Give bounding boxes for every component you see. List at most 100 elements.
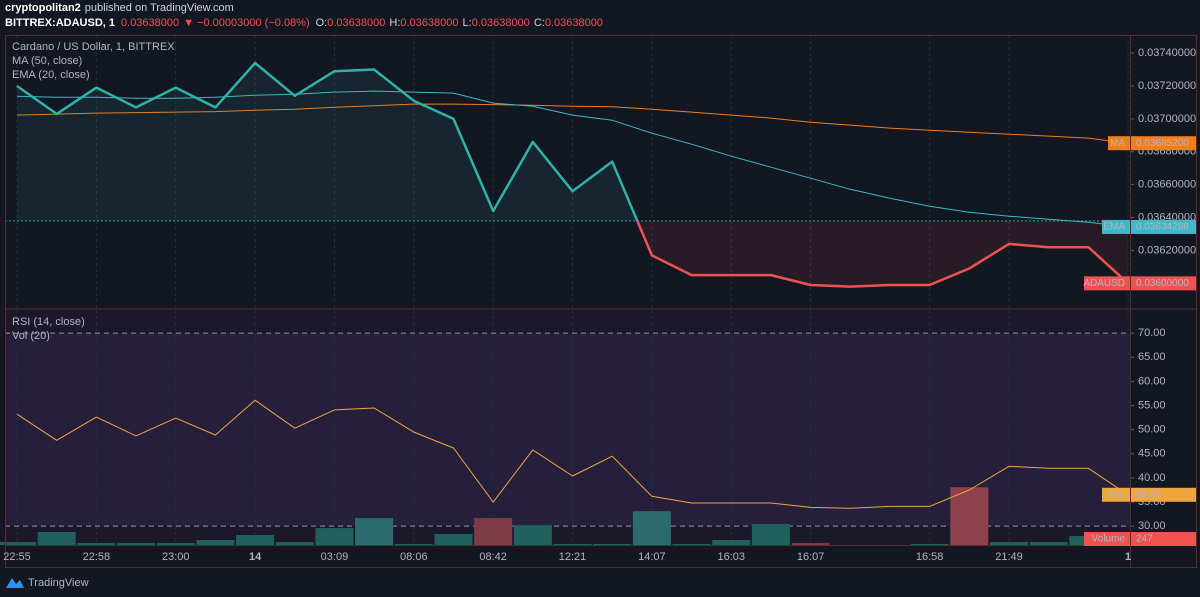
y-tick-label: 40.00: [1138, 472, 1166, 484]
volume-bar: [156, 543, 195, 545]
volume-bar: [434, 534, 473, 545]
volume-bar: [275, 541, 314, 545]
ohlc-value: 0.03638000: [327, 17, 385, 29]
volume-bar: [236, 535, 275, 545]
price-tag-value-text: 36.51: [1136, 489, 1161, 500]
volume-bar: [1029, 541, 1068, 545]
ohlc-label: H:: [389, 17, 400, 29]
price-tag-value-text: 0.03685200: [1136, 138, 1189, 149]
price-tag-value-text: 0.03634288: [1136, 222, 1189, 233]
x-tick-label: 1: [1125, 551, 1131, 563]
volume-bar: [950, 487, 989, 545]
x-tick-label: 22:55: [3, 551, 31, 563]
price-tag-value: [1131, 487, 1196, 502]
volume-bar: [77, 543, 116, 545]
x-tick-label: 16:58: [916, 551, 944, 563]
price-tag-value: [1131, 276, 1196, 291]
volume-bar: [117, 543, 156, 545]
price-tag-name: [1102, 487, 1130, 502]
volume-bar: [791, 543, 830, 545]
y-tick-label: 55.00: [1138, 399, 1166, 411]
volume-bar: [910, 543, 949, 545]
y-tick-label: 0.03620000: [1138, 244, 1196, 256]
chart-title: Cardano / US Dollar, 1, BITTREX: [12, 41, 175, 53]
price-tag-name-text: Volume: [1092, 534, 1126, 545]
price-tag-name-text: EMA: [1103, 222, 1125, 233]
price-tag-value-text: 247: [1136, 534, 1153, 545]
y-tick-label: 0.03660000: [1138, 179, 1196, 191]
x-tick-label: 14:07: [638, 551, 666, 563]
series-line: [16, 399, 1129, 509]
y-tick-label: 70.00: [1138, 327, 1166, 339]
price-tag-name: [1084, 532, 1130, 546]
volume-bar: [990, 541, 1028, 545]
volume-bar: [513, 525, 552, 545]
volume-bar: [474, 518, 513, 545]
change: ▼ −0.00003000 (−0.08%): [183, 17, 309, 29]
volume-bar: [593, 543, 632, 545]
ohlc-label: O:: [316, 17, 328, 29]
ohlc-label: C:: [534, 17, 545, 29]
volume-bar: [394, 543, 433, 545]
publisher-line: cryptopolitan2 published on TradingView.c…: [5, 2, 234, 14]
volume-bar: [0, 541, 36, 545]
legend-entry: EMA (20, close): [12, 69, 90, 81]
volume-bar: [355, 518, 394, 545]
price-tag-name: [1084, 276, 1130, 291]
legend-entry: RSI (14, close): [12, 316, 85, 328]
rsi-band: [5, 333, 1130, 527]
rsi-pane: [5, 310, 1130, 545]
price-tag-name: [1108, 136, 1130, 151]
x-tick-label: 22:58: [83, 551, 111, 563]
price-tag-value: [1131, 532, 1196, 546]
brand: TradingView: [28, 577, 89, 589]
price-tag-name-text: MA: [1110, 138, 1125, 149]
ohlc-value: 0.03638000: [400, 17, 458, 29]
x-tick-label: 21:49: [995, 551, 1023, 563]
ohlc-value: 0.03638000: [472, 17, 530, 29]
y-tick-label: 50.00: [1138, 424, 1166, 436]
logo[interactable]: TradingView: [6, 577, 89, 589]
y-tick-label: 60.00: [1138, 375, 1166, 387]
y-tick-label: 45.00: [1138, 448, 1166, 460]
x-tick-label: 16:07: [797, 551, 825, 563]
volume-bar: [553, 543, 592, 545]
volume-bar: [632, 511, 671, 545]
y-tick-label: 30.00: [1138, 520, 1166, 532]
price-area: [17, 63, 1129, 287]
user: cryptopolitan2: [5, 2, 81, 14]
x-tick-label: 08:06: [400, 551, 428, 563]
price-tag-name-text: RSI: [1108, 489, 1125, 500]
series-line: [16, 90, 1129, 228]
x-tick-label: 16:03: [717, 551, 745, 563]
logo-icon: [6, 578, 24, 588]
legend-entry: Vol (20): [12, 330, 50, 342]
volume-bar: [751, 524, 790, 545]
price-tag-name: [1102, 219, 1130, 234]
last-price: 0.03638000: [121, 17, 179, 29]
volume-bar: [712, 540, 751, 545]
x-tick-label: 08:42: [479, 551, 507, 563]
legend-entry: MA (50, close): [12, 55, 82, 67]
y-tick-label: 0.03720000: [1138, 80, 1196, 92]
symbol: BITTREX:ADAUSD, 1: [5, 17, 115, 29]
x-tick-label: 12:21: [559, 551, 587, 563]
frame: [5, 35, 1197, 568]
x-tick-label: 03:09: [321, 551, 349, 563]
volume-bar: [315, 528, 354, 545]
volume-bar: [672, 543, 711, 545]
y-tick-label: 65.00: [1138, 351, 1166, 363]
volume-bar: [37, 532, 76, 545]
volume-bar: [196, 540, 235, 545]
price-tag-value: [1131, 136, 1196, 151]
ohlc-value: 0.03638000: [545, 17, 603, 29]
series-line: [16, 61, 1129, 288]
y-tick-label: 0.03700000: [1138, 113, 1196, 125]
x-tick-label: 23:00: [162, 551, 190, 563]
ohlc-label: L:: [463, 17, 472, 29]
symbol-line: BITTREX:ADAUSD, 1 0.03638000 ▼ −0.00003000…: [5, 17, 603, 29]
published: published on TradingView.com: [85, 2, 234, 14]
price-tag-value: [1131, 219, 1196, 234]
y-tick-label: 0.03740000: [1138, 47, 1196, 59]
